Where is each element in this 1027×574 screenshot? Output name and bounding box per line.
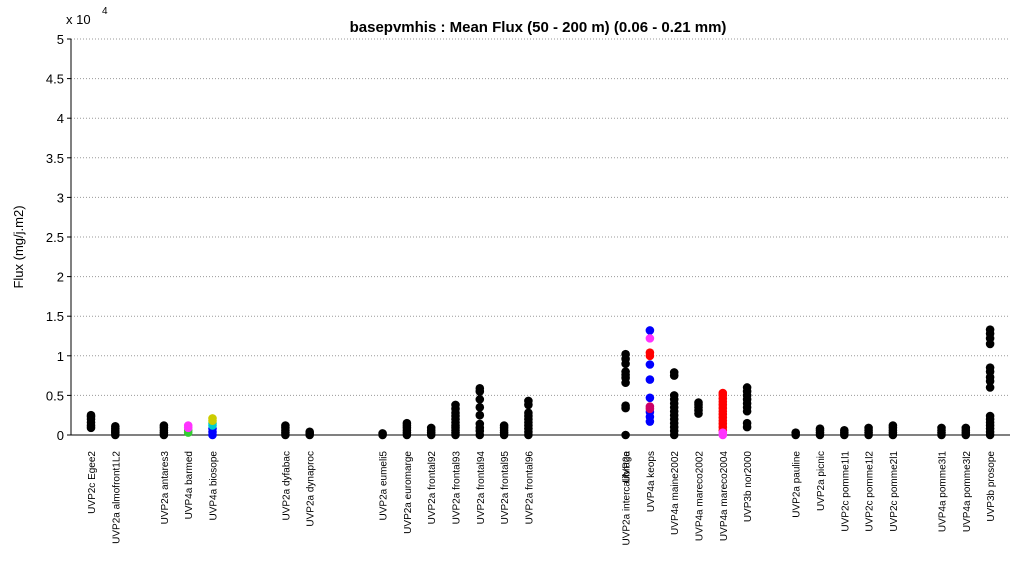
y-tick-label: 2.5 [46,230,64,245]
x-tick-label: UVP2c pomme1l1 [840,451,851,532]
data-point [524,408,533,418]
data-point [621,430,630,440]
data-point [499,421,509,430]
data-point [159,421,169,430]
y-tick-label: 0.5 [46,388,64,403]
y-tick-label: 3.5 [46,151,64,166]
x-tick-label: UVP2a dynaproc [306,451,317,527]
data-point [985,363,995,372]
data-point [281,421,290,430]
data-point [985,325,995,334]
x-tick-label: UVP4a pomme3l2 [962,451,973,533]
x-tick-label: UVP2a eumeli5 [379,451,390,521]
data-point [475,383,485,393]
x-tick-label: UVP2a frontal95 [500,451,511,525]
x-tick-label: UVP4a maine2002 [670,451,681,535]
data-point [86,410,96,420]
x-tick-label: UVP2a antares3 [160,451,171,525]
x-tick-label: UVP2a frontal92 [427,451,438,525]
data-point [864,423,873,433]
y-exponent: x 10 4 [66,6,108,27]
data-point [378,429,387,438]
x-tick-label: UVP3b nor2000 [743,451,754,523]
x-tick-label: UVP4a keops [646,451,657,512]
x-tick-label: UVP2a frontal94 [476,451,487,525]
data-point [475,395,485,404]
y-tick-label: 2 [57,270,64,285]
data-point [742,418,752,428]
data-point [451,400,460,410]
x-tick-label: UVP4a barmed [184,451,195,519]
data-point [694,398,703,407]
data-point [475,402,485,412]
data-point [208,414,217,423]
x-tick-label: UVP4a mareco2004 [719,451,730,541]
data-point [645,334,655,343]
y-exponent-power: 4 [102,6,108,17]
x-tick-label: UVP2c Egee2 [87,451,98,514]
x-tick-label: UVP2a almofront1L2 [111,451,122,544]
x-axis-ticks: UVP2c Egee2 UVP2a almofront1L2 UVP2a antar… [87,451,997,546]
x-tick-label: UVP2a frontal93 [452,451,463,525]
x-tick-label: UVP2a frontal96 [524,451,535,525]
data-point [840,425,849,435]
x-tick-label: UVP2c pomme2l1 [889,451,900,532]
data-point [718,428,728,437]
data-point [621,349,630,359]
x-tick-label-overlap: UVP2a [622,451,633,483]
data-point [305,427,315,437]
data-point [888,421,898,430]
data-point [961,423,971,433]
data-point [426,423,436,433]
data-point [645,393,655,403]
x-tick-label: UVP2a euromarge [403,451,414,534]
data-point [815,424,825,433]
x-tick-label: UVP4a mareco2002 [695,451,706,541]
data-point [669,391,679,400]
data-point [645,375,655,384]
y-tick-label: 4.5 [46,72,64,87]
y-tick-label: 4 [57,111,64,126]
data-point [621,401,630,410]
data-point [937,423,946,433]
data-point [985,383,995,392]
data-point [791,428,800,437]
data-point [475,410,485,420]
y-axis-ticks: 0 0.5 1 1.5 2 2.5 3 3.5 4 4.5 5 [46,32,71,443]
data-point [475,419,485,429]
x-tick-label: UVP2a dyfabac [281,451,292,521]
gridlines [71,38,1010,396]
chart-title: basepvmhis : Mean Flux (50 - 200 m) (0.0… [350,19,727,36]
x-tick-label: UVP2a intercalibrage [622,451,633,546]
y-axis-label: Flux (mg/j.m2) [11,205,26,288]
data-point [183,421,193,430]
y-tick-label: 3 [57,190,64,205]
y-tick-label: 1 [57,349,64,364]
data-point [742,383,752,392]
y-tick-label: 0 [57,428,64,443]
data-point [645,326,655,335]
data-point [645,402,655,411]
data-point [621,367,630,376]
y-tick-label: 1.5 [46,309,64,324]
data-point [524,396,533,406]
x-tick-label: UVP4a pomme3l1 [938,451,949,533]
y-tick-label: 5 [57,32,64,47]
data-point [669,368,679,377]
x-tick-label: UVP2a pauline [792,451,803,518]
data-point [645,348,655,357]
data-points [86,325,995,440]
data-point [645,360,655,369]
x-tick-label: UVP3b prosope [986,451,997,522]
data-point [111,421,120,431]
x-tick-label: UVP2c pomme1l2 [865,451,876,532]
x-tick-label: UVP2a picnic [816,451,827,511]
data-point [985,411,995,421]
y-exponent-base: x 10 [66,12,91,27]
x-tick-label: UVP4a biosope [209,451,220,521]
data-point [402,418,412,428]
data-point [718,388,728,398]
